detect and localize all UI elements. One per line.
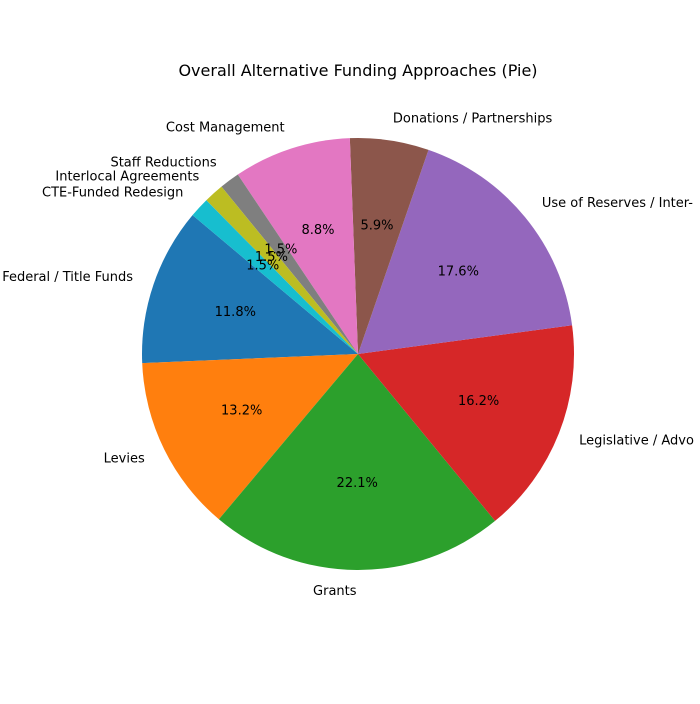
pie-slice bbox=[349, 137, 429, 354]
pie-slice bbox=[142, 354, 358, 520]
slice-category-label: Interlocal Agreements bbox=[55, 170, 199, 185]
slice-category-label: Legislative / Advo bbox=[579, 433, 694, 448]
slice-category-label: Grants bbox=[313, 584, 357, 599]
slice-category-label: Donations / Partnerships bbox=[393, 111, 553, 126]
slice-percent-label: 8.8% bbox=[301, 223, 334, 238]
pie-labels: Federal / Title Funds 11.8% Levies 13.2% Gra… bbox=[2, 111, 694, 599]
slice-percent-label: 5.9% bbox=[361, 218, 394, 233]
slice-percent-label: 22.1% bbox=[337, 476, 378, 491]
slice-percent-label: 1.5% bbox=[246, 259, 279, 274]
pie-slice bbox=[358, 149, 573, 354]
pie-slice bbox=[358, 325, 574, 521]
slice-category-label: Levies bbox=[104, 451, 145, 466]
slice-percent-label: 11.8% bbox=[215, 305, 256, 320]
slice-percent-label: 1.5% bbox=[255, 250, 288, 265]
slice-percent-label: 17.6% bbox=[438, 264, 479, 279]
pie-slice bbox=[206, 186, 358, 354]
pie-slice bbox=[142, 215, 358, 364]
slice-percent-label: 13.2% bbox=[221, 404, 262, 419]
pie-slice bbox=[237, 138, 358, 354]
slice-category-label: Federal / Title Funds bbox=[2, 270, 133, 285]
slice-category-label: Cost Management bbox=[166, 121, 285, 136]
pie-slice bbox=[192, 200, 358, 354]
slice-category-label: Staff Reductions bbox=[110, 156, 216, 171]
pie-slice bbox=[221, 174, 358, 354]
pie-slice bbox=[218, 354, 496, 570]
slice-category-label: CTE-Funded Redesign bbox=[42, 185, 183, 200]
slice-category-label: Use of Reserves / Inter- bbox=[542, 196, 693, 211]
pie-slices bbox=[142, 137, 574, 570]
slice-percent-label: 1.5% bbox=[264, 242, 297, 257]
slice-percent-label: 16.2% bbox=[458, 394, 499, 409]
chart-title: Overall Alternative Funding Approaches (… bbox=[178, 61, 537, 80]
